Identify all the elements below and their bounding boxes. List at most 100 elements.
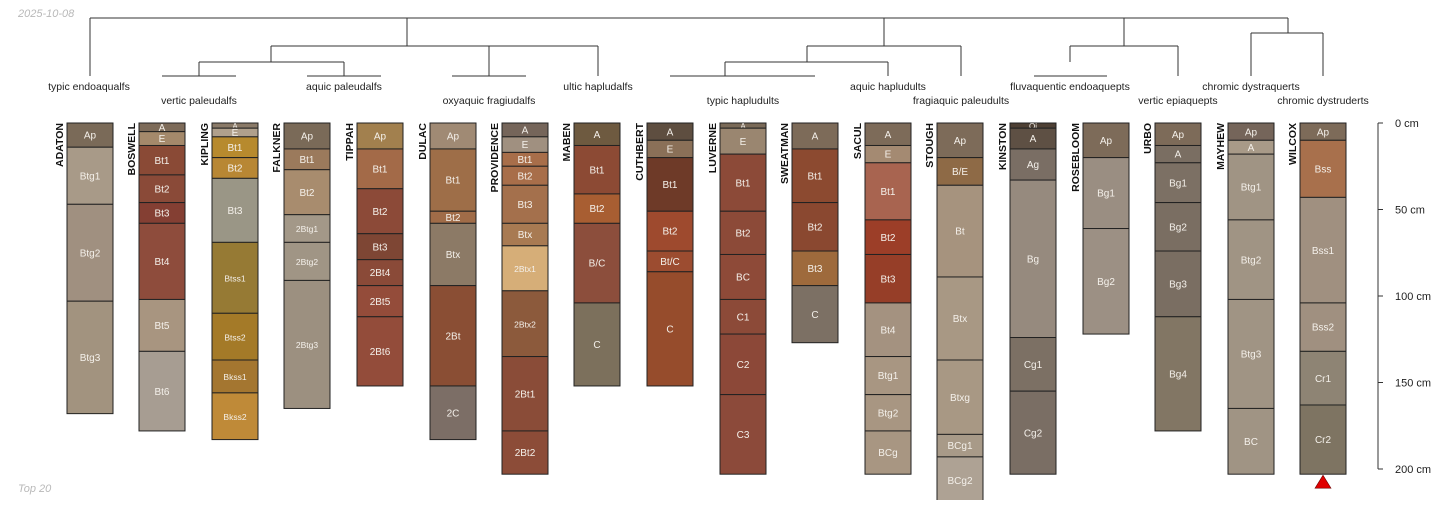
horizon-label: Cg2 xyxy=(1024,428,1043,439)
horizon-block xyxy=(719,153,767,212)
horizon-label: Bt1 xyxy=(154,156,169,167)
horizon-label: Bg3 xyxy=(1169,279,1187,290)
horizon-block xyxy=(1009,148,1057,181)
horizon-block xyxy=(66,203,114,302)
horizon-label: Bt1 xyxy=(372,164,387,175)
horizon-label: E xyxy=(522,140,529,151)
profile-name: SACUL xyxy=(852,122,864,159)
taxon-label: oxyaquic fragiudalfs xyxy=(443,95,536,107)
horizon-block xyxy=(864,302,912,358)
horizon-label: Ap xyxy=(954,136,967,147)
horizon-block xyxy=(501,290,549,358)
horizon-label: Ap xyxy=(447,132,460,143)
depth-tick-label: 150 cm xyxy=(1395,378,1431,390)
horizon-block xyxy=(1299,404,1347,475)
profile-name: LUVERNE xyxy=(707,123,719,173)
horizon-block xyxy=(573,222,621,304)
taxonomy-group-labels: typic endoaqualfs vertic paleudalfs aquic … xyxy=(48,81,1369,107)
horizon-label: Bkss2 xyxy=(223,412,246,422)
horizon-block xyxy=(573,302,621,387)
horizon-block xyxy=(1299,302,1347,352)
horizon-block xyxy=(211,241,259,314)
profile-name: URBO xyxy=(1142,123,1154,154)
horizon-label: Btg2 xyxy=(80,248,101,259)
depth-tick-label: 200 cm xyxy=(1395,464,1431,476)
horizon-label: Bt2 xyxy=(445,213,460,224)
horizon-label: Bt3 xyxy=(517,200,532,211)
horizon-label: Bkss1 xyxy=(223,372,246,382)
horizon-block xyxy=(283,241,331,281)
horizon-label: C xyxy=(811,310,818,321)
horizon-block xyxy=(719,253,767,300)
horizon-block xyxy=(66,300,114,415)
soil-profile: KIPLING AE Bt1 Bt2 Bt3 Btss1 Btss2 Bkss1 Bkss2 xyxy=(199,122,259,441)
horizon-label: Bt4 xyxy=(880,325,895,336)
horizon-block xyxy=(211,177,259,243)
depth-tick-label: 50 cm xyxy=(1395,205,1425,217)
horizon-label: Bg4 xyxy=(1169,369,1187,380)
taxon-label: ultic hapludalfs xyxy=(563,81,632,93)
horizon-label: Bt2 xyxy=(517,171,532,182)
horizon-block xyxy=(864,356,912,396)
horizon-label: 2Bt4 xyxy=(370,268,391,279)
soil-profile: PROVIDENCE AE Bt1 Bt2 Bt3 Btx 2Btx1 2Btx2 2Bt1 2B… xyxy=(489,122,549,475)
profile-name: DULAC xyxy=(417,123,429,160)
depth-tick-label: 100 cm xyxy=(1395,291,1431,303)
taxon-label: fragiaquic paleudults xyxy=(913,95,1009,107)
horizon-block xyxy=(429,222,477,287)
horizon-label: A xyxy=(812,132,819,143)
horizon-label: Btxg xyxy=(950,393,970,404)
horizon-block xyxy=(1299,139,1347,198)
horizon-block xyxy=(283,169,331,216)
horizon-label: Btx xyxy=(446,250,460,261)
soil-profile: DULAC Ap Bt1 Bt2 Btx 2Bt 2C xyxy=(417,122,477,441)
horizon-label: Bg xyxy=(1027,254,1039,265)
horizon-label: 2Btg1 xyxy=(296,224,318,234)
horizon-label: C2 xyxy=(737,360,750,371)
horizon-label: 2Bt2 xyxy=(515,448,536,459)
horizon-label: E xyxy=(159,134,166,145)
horizon-block xyxy=(429,385,477,441)
taxon-label: vertic epiaquepts xyxy=(1138,95,1217,107)
horizon-block xyxy=(283,122,331,150)
horizon-label: Bt1 xyxy=(662,180,677,191)
horizon-block xyxy=(719,298,767,335)
horizon-label: Ap xyxy=(84,131,97,142)
horizon-label: Bss xyxy=(1315,164,1332,175)
horizon-label: Bt2 xyxy=(807,222,822,233)
horizon-label: Btg2 xyxy=(1241,255,1262,266)
horizon-block xyxy=(646,271,694,387)
horizon-label: A xyxy=(159,123,166,134)
horizon-block xyxy=(791,250,839,287)
horizon-block xyxy=(211,359,259,394)
horizon-label: Bss1 xyxy=(1312,246,1335,257)
horizon-label: Bt1 xyxy=(735,178,750,189)
horizon-block xyxy=(864,253,912,304)
horizon-label: Btg3 xyxy=(80,353,101,364)
horizon-block xyxy=(1154,316,1202,432)
soil-profile: MAYHEW Ap A Btg1 Btg2 Btg3 BC xyxy=(1215,122,1275,475)
soil-profile: SACUL AE Bt1 Bt2 Bt3 Bt4 Btg1 Btg2 BCg xyxy=(852,122,912,475)
horizon-label: C xyxy=(593,340,600,351)
horizon-block xyxy=(501,245,549,292)
horizon-label: Btg1 xyxy=(878,371,899,382)
horizon-label: Bt1 xyxy=(299,155,314,166)
horizon-label: 2Btg3 xyxy=(296,340,318,350)
horizon-label: BCg1 xyxy=(947,441,972,452)
horizon-label: C3 xyxy=(737,430,750,441)
horizon-label: 2Bt1 xyxy=(515,389,536,400)
horizon-label: E xyxy=(232,128,239,139)
horizon-block xyxy=(1299,350,1347,406)
horizon-label: Bt1 xyxy=(880,187,895,198)
horizon-block xyxy=(791,202,839,252)
horizon-label: E xyxy=(667,145,674,156)
horizon-label: Bg2 xyxy=(1169,222,1187,233)
taxon-label: chromic dystraquerts xyxy=(1202,81,1299,93)
horizon-label: B/C xyxy=(589,259,606,270)
horizon-label: Bt3 xyxy=(372,242,387,253)
horizon-block xyxy=(791,285,839,344)
horizon-label: 2Bt6 xyxy=(370,347,391,358)
